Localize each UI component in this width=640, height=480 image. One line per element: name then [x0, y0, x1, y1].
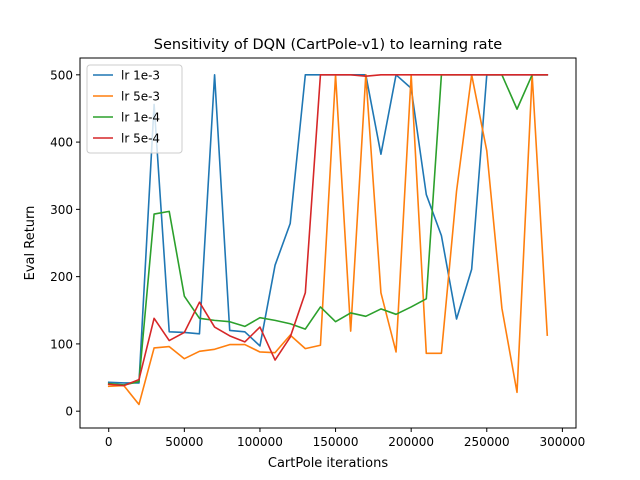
y-tick-label: 200 — [50, 270, 73, 284]
axes-layer — [79, 57, 577, 429]
x-axis: 0 50000 100000 150000 200000 250000 300000 — [105, 428, 585, 449]
x-tick-label: 150000 — [313, 435, 359, 449]
legend-label-1: lr 5e-3 — [121, 90, 160, 104]
x-tick-label: 200000 — [388, 435, 434, 449]
legend-box — [86, 64, 183, 154]
y-tick-label: 300 — [50, 203, 73, 217]
series-layer — [107, 74, 549, 406]
y-axis: 0 100 200 300 400 500 — [50, 68, 80, 419]
x-tick-label: 50000 — [165, 435, 203, 449]
x-tick-label: 250000 — [464, 435, 510, 449]
x-tick-label: 300000 — [539, 435, 585, 449]
legend: lr 1e-3 lr 5e-3 lr 1e-4 lr 5e-4 — [86, 64, 183, 154]
y-tick-label: 400 — [50, 136, 73, 150]
y-tick-label: 500 — [50, 68, 73, 82]
x-tick-label: 0 — [105, 435, 113, 449]
legend-label-0: lr 1e-3 — [121, 69, 160, 83]
chart-title: Sensitivity of DQN (CartPole-v1) to lear… — [154, 37, 502, 53]
y-tick-label: 0 — [65, 405, 73, 419]
legend-label-2: lr 1e-4 — [121, 111, 160, 125]
series-line-1 — [107, 74, 549, 406]
plot-frame — [79, 57, 577, 429]
x-axis-label: CartPole iterations — [268, 456, 388, 471]
x-tick-label: 100000 — [237, 435, 283, 449]
series-line-3 — [107, 74, 549, 387]
y-tick-label: 100 — [50, 337, 73, 351]
y-axis-label: Eval Return — [23, 206, 38, 281]
legend-label-3: lr 5e-4 — [121, 132, 160, 146]
